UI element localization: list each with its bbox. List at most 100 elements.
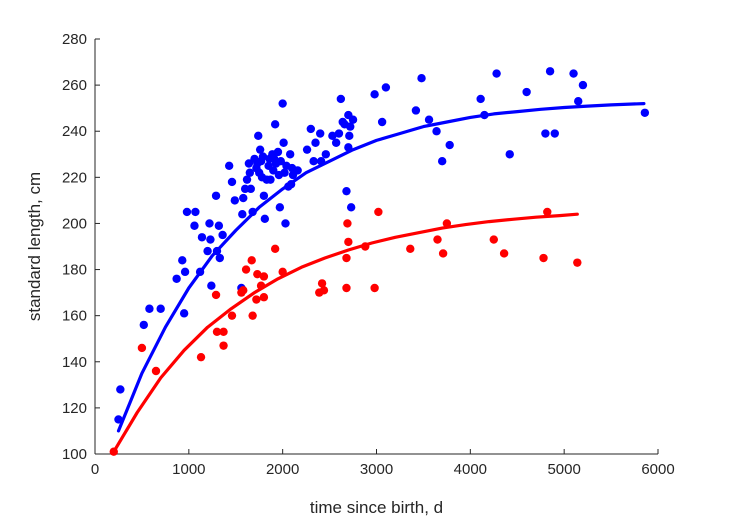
y-tick-label: 100	[62, 446, 87, 463]
series-1	[114, 67, 650, 433]
data-point	[238, 210, 247, 219]
data-point	[381, 83, 391, 92]
data-point	[316, 129, 325, 138]
data-point	[254, 131, 263, 141]
data-point	[269, 166, 278, 175]
data-point	[417, 73, 426, 83]
data-point	[227, 177, 237, 187]
data-point	[334, 129, 344, 138]
data-point	[180, 267, 190, 277]
data-point	[260, 214, 270, 224]
data-point	[406, 244, 415, 254]
data-point	[438, 249, 448, 258]
data-point	[211, 191, 221, 200]
series-layer	[109, 67, 650, 456]
fit-curve	[116, 102, 646, 433]
y-tick-label: 120	[62, 400, 87, 417]
data-point	[374, 207, 383, 217]
data-point	[539, 253, 548, 263]
data-point	[259, 191, 269, 200]
data-point	[253, 269, 262, 279]
data-point	[275, 203, 285, 212]
data-point	[342, 283, 351, 293]
data-point	[492, 69, 501, 78]
data-point	[276, 156, 285, 166]
data-point	[178, 256, 187, 265]
data-point	[139, 320, 148, 330]
data-point	[328, 131, 337, 141]
data-point	[206, 235, 215, 244]
data-point	[522, 87, 531, 97]
data-point	[239, 286, 248, 295]
data-point	[377, 117, 387, 127]
data-point	[311, 138, 320, 147]
data-point	[346, 122, 355, 131]
data-point	[190, 221, 199, 230]
data-point	[245, 168, 255, 177]
x-tick-label: 4000	[454, 461, 487, 478]
x-axis-label: time since birth, d	[310, 498, 443, 517]
y-tick-label: 200	[62, 215, 87, 232]
data-point	[252, 295, 261, 304]
y-tick-label: 280	[62, 31, 87, 48]
y-axis-label: standard length, cm	[25, 172, 44, 321]
data-point	[227, 311, 237, 320]
data-point	[370, 283, 379, 293]
data-point	[156, 304, 165, 313]
data-point	[499, 249, 509, 258]
data-point	[319, 286, 329, 295]
data-point	[172, 274, 181, 283]
data-point	[489, 235, 498, 244]
x-tick-label: 0	[91, 461, 99, 478]
data-point	[411, 106, 421, 115]
data-point	[248, 311, 257, 320]
data-point	[219, 341, 228, 350]
data-point	[211, 290, 221, 300]
data-point	[578, 80, 588, 90]
data-point	[424, 115, 434, 124]
x-axis: 0 1000 2000 3000 4000 5000 6000	[91, 449, 675, 478]
data-point	[476, 94, 485, 104]
data-point	[137, 343, 147, 353]
data-point	[293, 166, 302, 175]
data-point	[212, 327, 222, 337]
data-point	[191, 207, 200, 217]
data-point	[302, 145, 312, 154]
data-point	[433, 235, 442, 244]
data-point	[345, 131, 354, 141]
data-point	[255, 145, 265, 154]
data-point	[309, 156, 318, 166]
data-point	[574, 97, 583, 106]
data-point	[258, 152, 268, 161]
data-point	[270, 120, 280, 129]
data-point	[273, 147, 283, 157]
data-point	[241, 265, 251, 274]
data-point	[331, 138, 341, 147]
data-point	[205, 219, 214, 228]
data-point	[145, 304, 154, 313]
x-tick-label: 6000	[641, 461, 674, 478]
series-2	[109, 207, 582, 456]
data-point	[336, 94, 346, 104]
data-point	[278, 99, 287, 108]
data-point	[348, 115, 358, 124]
data-point	[246, 184, 255, 194]
data-point	[370, 90, 379, 99]
data-point	[545, 67, 555, 76]
data-point	[640, 108, 650, 117]
data-point	[437, 156, 447, 166]
data-point	[203, 246, 212, 256]
data-point	[207, 281, 216, 290]
data-point	[317, 279, 327, 288]
data-point	[344, 237, 353, 247]
y-tick-label: 140	[62, 354, 87, 371]
data-point	[242, 175, 252, 184]
data-point	[445, 140, 454, 150]
data-point	[196, 352, 206, 362]
data-point	[215, 253, 224, 263]
x-tick-label: 3000	[360, 461, 393, 478]
data-point	[550, 129, 559, 138]
data-point	[343, 219, 352, 228]
data-point	[259, 272, 269, 281]
